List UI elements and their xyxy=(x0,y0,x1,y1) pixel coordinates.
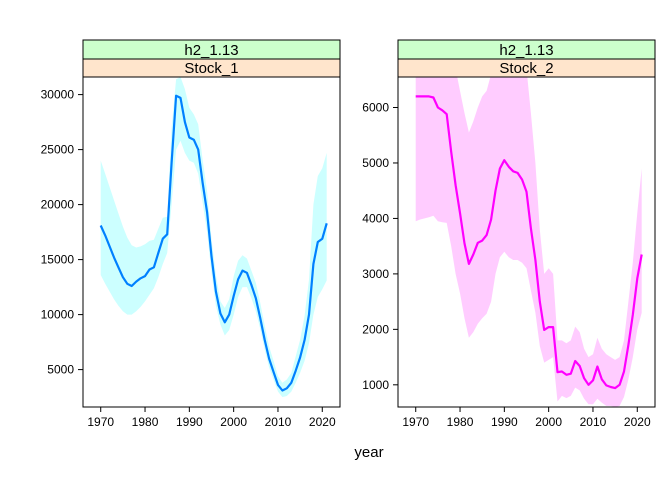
x-tick-label: 2020 xyxy=(309,415,336,429)
y-tick-label: 20000 xyxy=(41,198,75,212)
y-tick-label: 1000 xyxy=(362,378,389,392)
x-tick-label: 1990 xyxy=(491,415,518,429)
strip-top-label: h2_1.13 xyxy=(499,42,553,59)
x-tick-label: 1990 xyxy=(176,415,203,429)
x-tick-label: 1970 xyxy=(402,415,429,429)
plot-frame xyxy=(397,76,656,408)
confidence-band xyxy=(100,77,327,398)
y-tick-label: 4000 xyxy=(362,211,389,225)
x-tick-label: 1980 xyxy=(447,415,474,429)
x-tick-label: 2000 xyxy=(220,415,247,429)
estimate-line xyxy=(99,94,328,392)
plot-frame xyxy=(82,76,341,408)
estimate-line xyxy=(415,95,643,390)
y-tick-label: 3000 xyxy=(362,267,389,281)
y-tick-label: 10000 xyxy=(41,308,75,322)
x-axis-label: year xyxy=(354,444,383,461)
strip-bottom-label: Stock_2 xyxy=(499,60,553,77)
x-tick-label: 2000 xyxy=(535,415,562,429)
confidence-band xyxy=(415,77,642,407)
x-tick-label: 1970 xyxy=(87,415,114,429)
y-tick-label: 6000 xyxy=(362,101,389,115)
y-tick-label: 30000 xyxy=(41,88,75,102)
y-tick-label: 15000 xyxy=(41,253,75,267)
y-tick-label: 25000 xyxy=(41,143,75,157)
x-tick-label: 2010 xyxy=(265,415,292,429)
strip-bottom-label: Stock_1 xyxy=(184,60,238,77)
x-tick-label: 2020 xyxy=(624,415,651,429)
y-tick-label: 2000 xyxy=(362,322,389,336)
strip-top-label: h2_1.13 xyxy=(184,42,238,59)
x-tick-label: 1980 xyxy=(132,415,159,429)
x-tick-label: 2010 xyxy=(580,415,607,429)
y-tick-label: 5000 xyxy=(362,156,389,170)
y-tick-label: 5000 xyxy=(47,363,74,377)
